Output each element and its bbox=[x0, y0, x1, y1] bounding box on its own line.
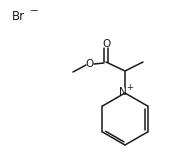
Text: O: O bbox=[85, 58, 94, 69]
Text: O: O bbox=[102, 39, 110, 48]
Text: N: N bbox=[119, 86, 127, 96]
Text: +: + bbox=[127, 83, 134, 91]
Text: −: − bbox=[30, 6, 39, 16]
Text: Br: Br bbox=[12, 9, 25, 23]
